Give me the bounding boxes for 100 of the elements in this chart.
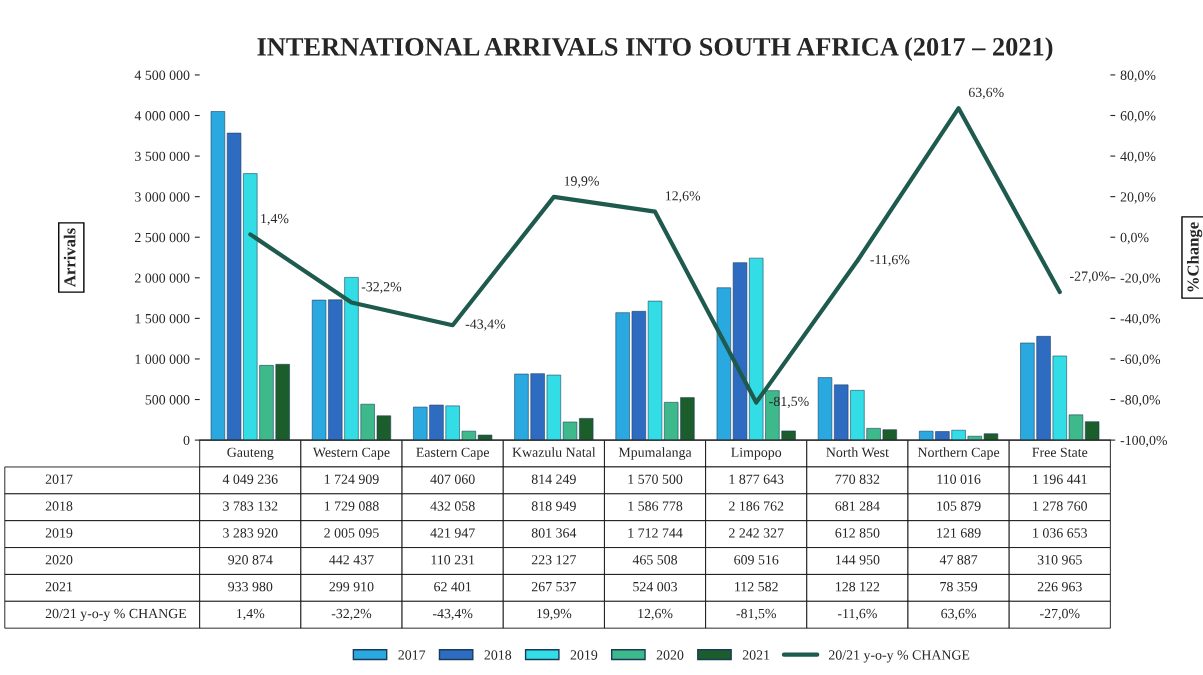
data-label: 465 508: [632, 555, 678, 565]
x-tick-label: Eastern Cape: [416, 447, 490, 460]
y2-tick-label: 60,0%: [1120, 111, 1156, 123]
y2-tick-label: 0,0%: [1120, 232, 1149, 245]
data-label: -81,5%: [736, 608, 776, 621]
data-label: -27,0%: [1040, 608, 1080, 621]
y2-tick-label: -40,0%: [1120, 313, 1161, 326]
bar: [1084, 421, 1100, 441]
text: -32,2%: [361, 282, 402, 294]
text: 19,9%: [564, 176, 599, 188]
data-label: 442 437: [329, 555, 374, 565]
text: 1,4%: [261, 213, 289, 226]
data-label: 1 729 088: [324, 501, 379, 511]
text: 2020: [45, 555, 73, 565]
data-label: 299 910: [329, 581, 374, 592]
data-label: 1 036 653: [1033, 528, 1088, 538]
data-label: 1,4%: [237, 608, 265, 621]
x-tick-label: Western Cape: [312, 447, 390, 460]
data-label: 920 874: [228, 555, 273, 565]
data-label: 310 965: [1037, 555, 1082, 565]
data-label: 4 049 236: [222, 474, 278, 484]
y2-tick-label: -20,0%: [1120, 273, 1161, 285]
data-label: 1 877 643: [729, 474, 784, 484]
data-label: 801 364: [531, 528, 577, 538]
data-label: 3 283 920: [223, 528, 278, 538]
data-label: -43,4%: [432, 608, 473, 621]
y-tick-label: 3 500 000: [135, 151, 190, 162]
x-tick-label: North West: [826, 447, 889, 458]
chart-title: INTERNATIONAL ARRIVALS INTO SOUTH AFRICA (2017 – 2021): [257, 37, 1053, 62]
data-label: 144 950: [836, 555, 880, 565]
data-label: 1 724 909: [324, 474, 379, 484]
y2-tick-label: 80,0%: [1120, 70, 1156, 82]
bar: [477, 434, 493, 441]
data-label: 63,6%: [941, 608, 977, 621]
data-label: 128 122: [836, 581, 880, 592]
data-label: 609 516: [734, 555, 779, 565]
legend-label: 2020: [656, 650, 684, 660]
x-tick-label: Gauteng: [227, 447, 274, 460]
data-label: 432 058: [430, 501, 475, 511]
y-axis-title: Arrivals: [63, 228, 76, 287]
legend-label: 2018: [484, 650, 512, 660]
legend-label: 2021: [742, 650, 770, 660]
data-label: 226 963: [1037, 582, 1082, 592]
text: 20/21 y-o-y % CHANGE: [45, 608, 187, 622]
y-tick-label: 2 000 000: [135, 273, 190, 283]
text: 12,6%: [665, 191, 701, 203]
y-tick-label: 3 000 000: [135, 192, 190, 202]
x-tick-label: Limpopo: [731, 447, 782, 460]
data-label: 2 186 762: [729, 501, 784, 511]
text: 2019: [45, 528, 73, 538]
data-label: 933 980: [228, 581, 273, 592]
data-label: -32,2%: [331, 608, 372, 621]
text: -11,6%: [870, 254, 910, 267]
data-label: 47 887: [939, 555, 978, 565]
y-tick-label: 0: [183, 435, 190, 446]
y2-axis-title: %Change: [1186, 222, 1203, 292]
legend-label: 20/21 y-o-y % CHANGE: [828, 650, 970, 663]
x-tick-label: Kwazulu Natal: [512, 447, 596, 458]
y2-tick-label: -100,0%: [1120, 435, 1168, 448]
data-label: 1 570 500: [628, 474, 683, 484]
legend-label: 2019: [570, 650, 598, 660]
y-tick-label: 2 500 000: [135, 232, 190, 243]
text: 63,6%: [968, 87, 1004, 100]
data-label: 612 850: [835, 528, 880, 538]
data-label: 1 586 778: [628, 501, 683, 511]
x-tick-label: Northern Cape: [917, 447, 1000, 460]
data-label: 62 401: [434, 581, 471, 592]
data-label: 524 003: [633, 581, 678, 592]
data-label: 1 278 760: [1033, 501, 1088, 511]
data-label: 121 689: [937, 528, 981, 538]
bar: [210, 111, 226, 441]
data-label: 818 949: [531, 501, 576, 511]
y-tick-label: 500 000: [145, 395, 190, 405]
data-label: 110 016: [937, 474, 981, 484]
y-tick-label: 1 000 000: [135, 354, 190, 364]
y2-tick-label: -80,0%: [1120, 395, 1161, 407]
data-label: 3 783 132: [223, 501, 278, 511]
data-label: 2 242 327: [729, 528, 784, 538]
data-label: 407 060: [430, 474, 475, 484]
data-label: 110 231: [431, 555, 475, 565]
data-label: 267 537: [531, 582, 577, 592]
y-tick-label: 4 500 000: [134, 70, 190, 80]
data-label: 19,9%: [537, 608, 572, 621]
x-tick-label: Free State: [1032, 447, 1088, 458]
text: -27,0%: [1070, 271, 1110, 283]
data-label: 421 947: [430, 528, 475, 538]
y2-tick-label: 20,0%: [1120, 192, 1156, 204]
text: 2017: [45, 474, 73, 484]
text: 2021: [45, 581, 73, 592]
data-label: 1 196 441: [1033, 474, 1087, 484]
data-label: -11,6%: [837, 608, 877, 621]
y-tick-label: 1 500 000: [135, 313, 190, 324]
x-tick-label: Mpumalanga: [618, 447, 692, 460]
data-label: 112 582: [735, 581, 778, 592]
data-label: 681 284: [835, 501, 880, 511]
data-label: 814 249: [531, 474, 576, 484]
data-label: 770 832: [835, 474, 880, 484]
data-label: 12,6%: [638, 608, 673, 621]
y2-tick-label: 40,0%: [1120, 151, 1156, 164]
data-label: 1 712 744: [628, 528, 683, 538]
